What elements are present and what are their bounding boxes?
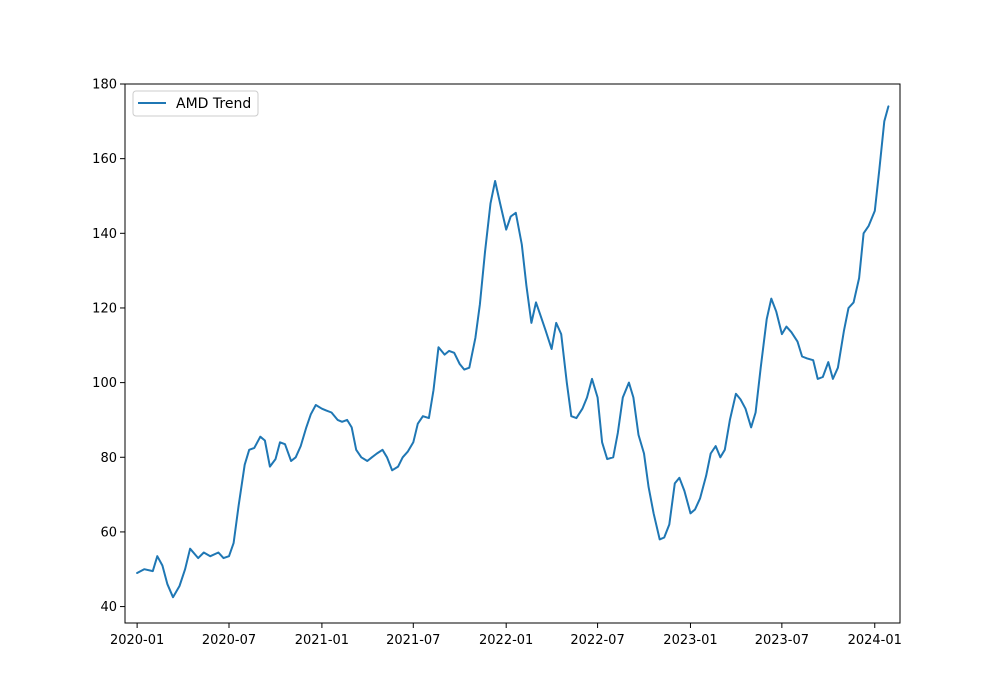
x-tick-label: 2023-01 bbox=[663, 633, 717, 648]
y-tick-label: 40 bbox=[100, 600, 117, 615]
y-tick-label: 160 bbox=[92, 152, 117, 167]
x-tick-label: 2021-01 bbox=[295, 633, 349, 648]
x-tick-label: 2022-07 bbox=[570, 633, 624, 648]
plot-area bbox=[124, 83, 901, 624]
x-tick-label: 2021-07 bbox=[386, 633, 440, 648]
y-tick-label: 120 bbox=[92, 301, 117, 316]
x-tick-label: 2022-01 bbox=[479, 633, 533, 648]
legend-box bbox=[132, 90, 259, 117]
y-tick-label: 80 bbox=[100, 451, 117, 466]
y-tick-label: 180 bbox=[92, 78, 117, 93]
x-tick-label: 2020-01 bbox=[110, 633, 164, 648]
y-axis: 40 60 80 100 120 140 160 180 bbox=[92, 78, 125, 615]
legend: AMD Trend bbox=[132, 90, 259, 117]
x-axis: 2020-01 2020-07 2021-01 2021-07 2022-01 2022-… bbox=[110, 623, 902, 648]
legend-label: AMD Trend bbox=[176, 96, 251, 112]
series-line-0 bbox=[136, 105, 890, 599]
x-tick-label: 2023-07 bbox=[755, 633, 809, 648]
plot-frame bbox=[124, 83, 901, 624]
y-tick-label: 140 bbox=[92, 227, 117, 242]
y-tick-label: 100 bbox=[92, 376, 117, 391]
x-tick-label: 2024-01 bbox=[848, 633, 902, 648]
y-tick-label: 60 bbox=[100, 525, 117, 540]
x-tick-label: 2020-07 bbox=[202, 633, 256, 648]
